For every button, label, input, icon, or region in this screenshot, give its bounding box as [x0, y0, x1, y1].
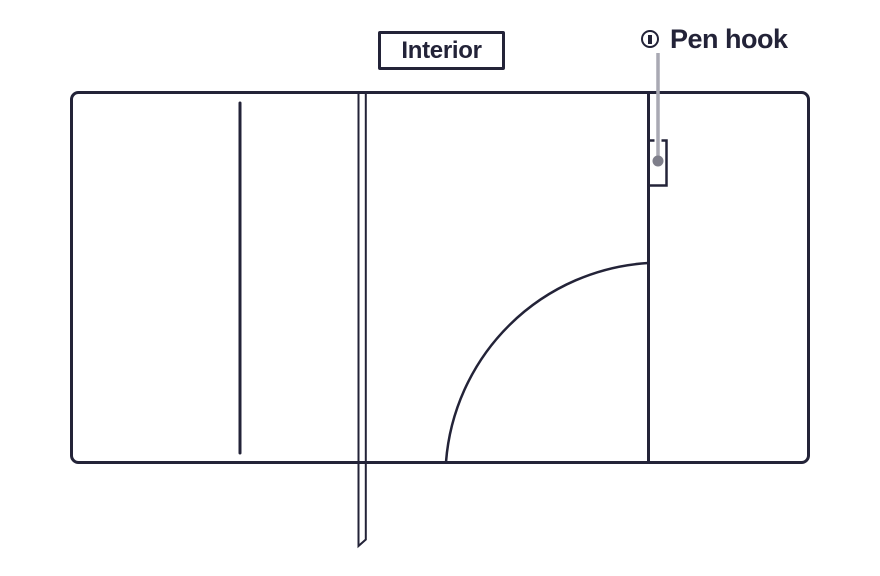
circled-1-icon-bar	[648, 34, 652, 44]
view-label-badge: Interior	[378, 31, 505, 70]
cover-outline	[70, 91, 810, 464]
pen-hook-outline	[650, 139, 668, 187]
pen-hook-callout: Pen hook	[641, 25, 788, 53]
view-label: Interior	[401, 36, 482, 64]
pen-hook-label: Pen hook	[670, 23, 788, 54]
pocket-curve	[444, 261, 649, 463]
callout-leader-dot	[652, 155, 664, 167]
circled-1-icon	[641, 30, 659, 48]
closure-strap	[357, 93, 367, 549]
